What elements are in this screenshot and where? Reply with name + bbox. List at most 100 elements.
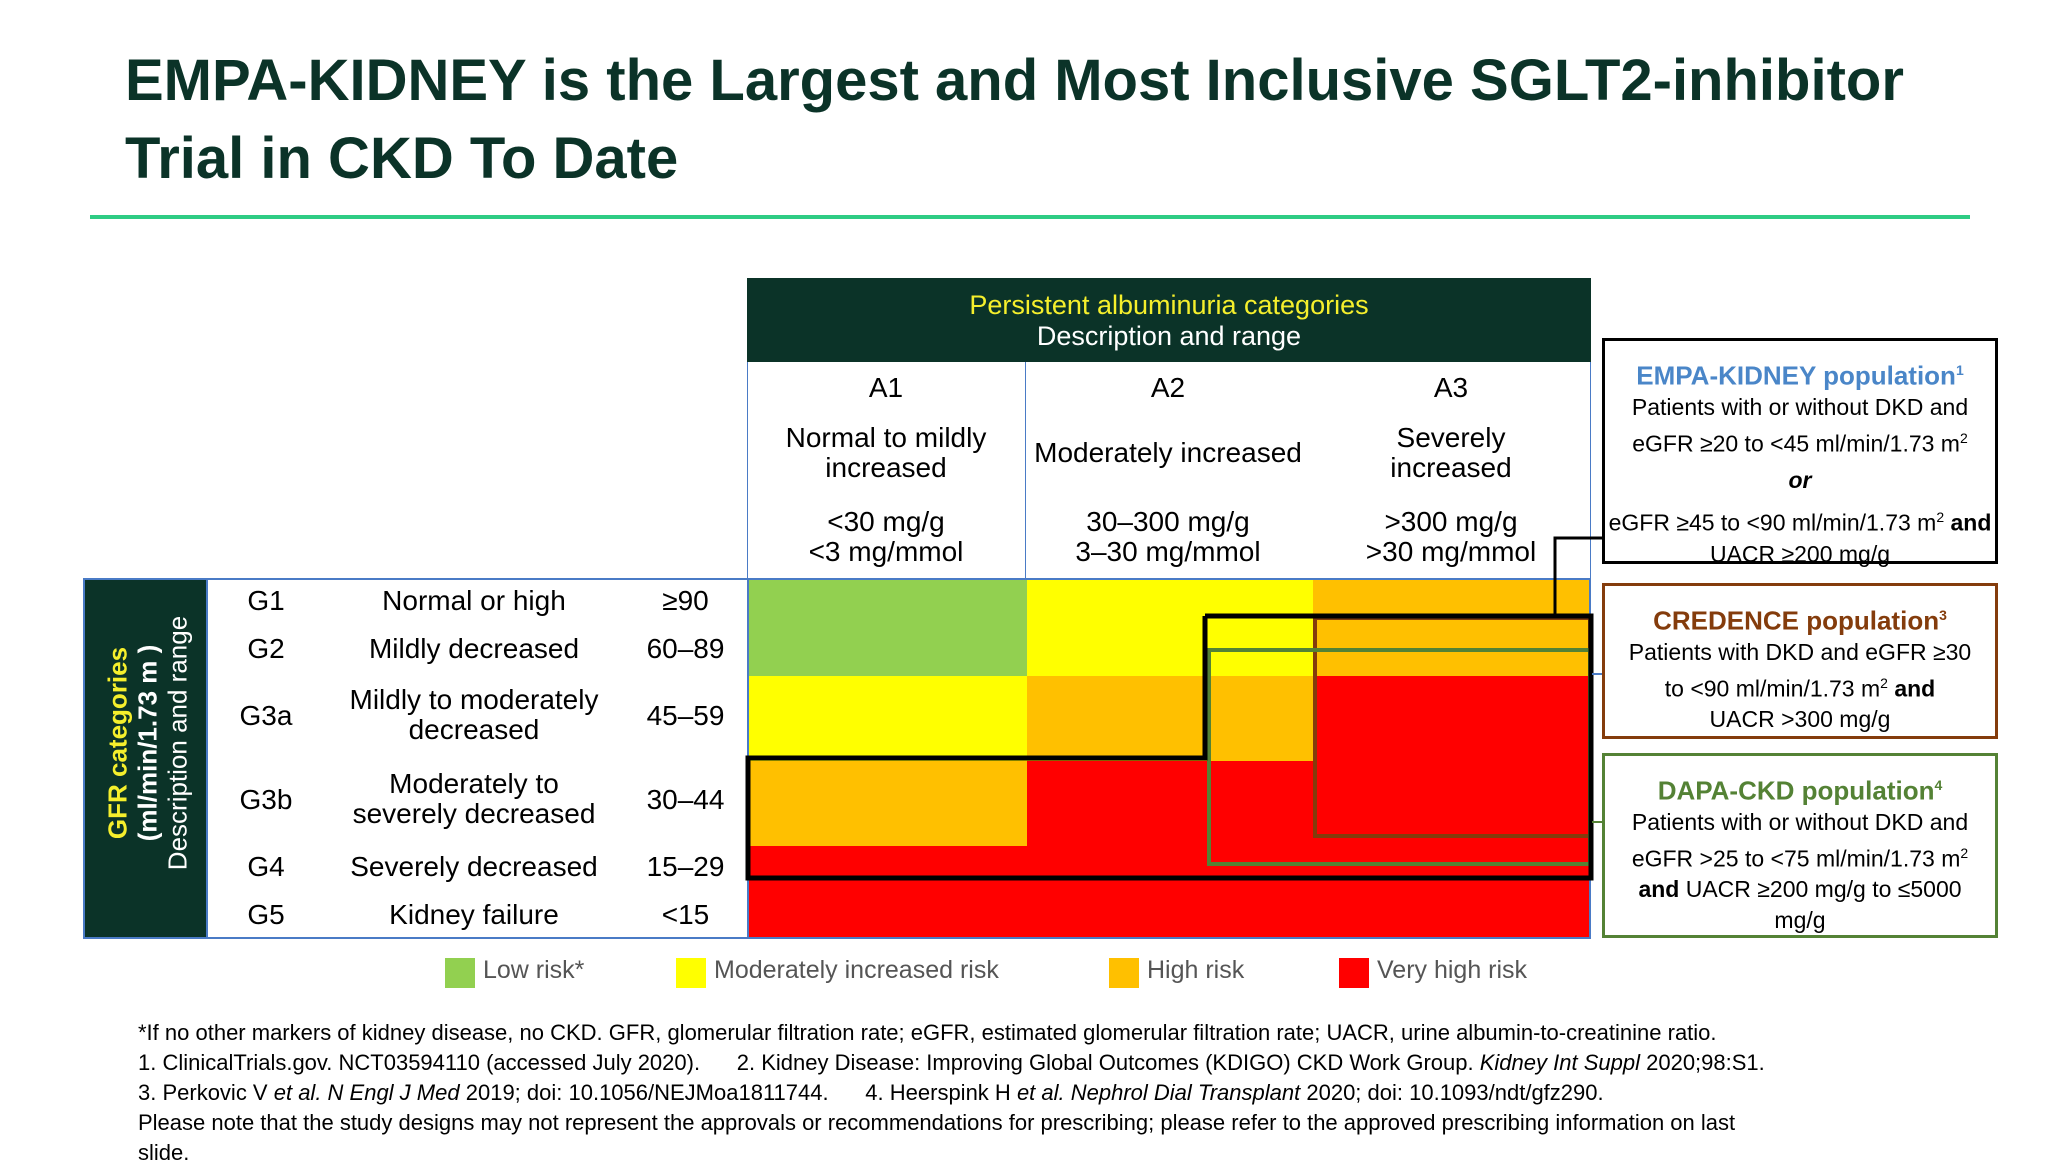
risk-cell-g1-a2: [1027, 580, 1313, 628]
risk-cell-g5-a1: [749, 894, 1027, 937]
column-a2-range-2: 3–30 mg/mmol: [1075, 536, 1261, 567]
empa-kidney-line-3: eGFR ≥45 to <90 ml/min/1.73 m2 and: [1608, 509, 1992, 536]
row-g3b-range: 30–44: [646, 784, 725, 815]
legend-swatch-low: [445, 958, 475, 988]
column-a3-desc-1: Severely: [1396, 422, 1506, 453]
albuminuria-header-title: Persistent albuminuria categories: [969, 290, 1369, 320]
gfr-sidebar-label: GFR categories (ml/min/1.73 m ) Descript…: [103, 556, 193, 931]
column-a1-range-1: <30 mg/g: [827, 506, 945, 537]
risk-cell-g3a-a2: [1027, 676, 1313, 761]
legend-swatch-very-high: [1339, 958, 1369, 988]
legend-swatch-moderate: [676, 958, 706, 988]
risk-cell-g4-a3: [1313, 846, 1589, 894]
row-g4-range: 15–29: [646, 851, 725, 882]
empa-kidney-population-outline: [745, 613, 1594, 881]
dapa-ckd-title: DAPA-CKD population4: [1657, 775, 1943, 806]
risk-cell-g3a-a1: [749, 676, 1027, 761]
albuminuria-header-subtitle: Description and range: [1036, 321, 1302, 351]
gfr-sidebar-title: GFR categories: [102, 646, 133, 840]
row-g1-code: G1: [247, 585, 285, 616]
credence-line-2: to <90 ml/min/1.73 m2 and: [1664, 674, 1936, 702]
row-g1-range: ≥90: [662, 585, 709, 616]
credence-line-3: UACR >300 mg/g: [1709, 706, 1891, 733]
row-g3b-desc-1: Moderately to: [389, 768, 559, 799]
risk-cell-g3a-a3: [1313, 676, 1589, 761]
row-g3b-code: G3b: [239, 784, 293, 815]
row-g3a-desc-2: decreased: [408, 714, 540, 745]
column-divider: [1025, 362, 1026, 578]
risk-cell-g3b-a3: [1313, 761, 1589, 846]
risk-cell-g1-a3: [1313, 580, 1589, 628]
legend-label-low: Low risk*: [483, 956, 585, 984]
credence-title: CREDENCE population3: [1653, 605, 1947, 636]
empa-kidney-line-2: eGFR ≥20 to <45 ml/min/1.73 m2: [1632, 429, 1968, 457]
dapa-ckd-population-box: DAPA-CKD population4 Patients with or wi…: [1602, 753, 1998, 938]
title-line-2: Trial in CKD To Date: [125, 126, 679, 191]
footnote-references-1-2: 1. ClinicalTrials.gov. NCT03594110 (acce…: [138, 1050, 1765, 1075]
footnote-disclaimer: Please note that the study designs may n…: [138, 1110, 1736, 1135]
row-g2-code: G2: [247, 633, 285, 664]
column-a2-desc: Moderately increased: [1034, 437, 1302, 468]
column-a1-range-2: <3 mg/mmol: [808, 536, 964, 567]
credence-line-1: Patients with DKD and eGFR ≥30: [1628, 638, 1972, 665]
row-g1-desc: Normal or high: [382, 585, 566, 616]
risk-cell-g3b-a2: [1027, 761, 1313, 846]
gfr-categories-sidebar: GFR categories (ml/min/1.73 m ) Descript…: [83, 578, 208, 939]
column-a3-code: A3: [1433, 372, 1469, 403]
risk-cell-g2-a1: [749, 628, 1027, 676]
row-g3a-code: G3a: [239, 700, 293, 731]
dapa-ckd-line-1: Patients with or without DKD and: [1631, 808, 1969, 835]
legend-label-high: High risk: [1147, 956, 1245, 984]
row-g4-desc: Severely decreased: [350, 851, 598, 882]
risk-cell-g3b-a1: [749, 761, 1027, 846]
dapa-ckd-line-4: mg/g: [1774, 907, 1826, 934]
empa-kidney-population-box: EMPA-KIDNEY population1 Patients with or…: [1602, 338, 1998, 567]
risk-cell-g4-a2: [1027, 846, 1313, 894]
empa-kidney-line-4: UACR ≥200 mg/g: [1709, 540, 1891, 567]
risk-cell-g1-a1: [749, 580, 1027, 628]
gfr-rows: [208, 578, 747, 939]
column-a3-range-1: >300 mg/g: [1384, 506, 1518, 537]
footnote-abbreviations: *If no other markers of kidney disease, …: [138, 1020, 1717, 1045]
footnote-disclaimer-continued: slide.: [138, 1140, 190, 1165]
page-title: EMPA-KIDNEY is the Largest and Most Incl…: [125, 42, 1925, 198]
column-a2-range-1: 30–300 mg/g: [1086, 506, 1250, 537]
title-line-1: EMPA-KIDNEY is the Largest and Most Incl…: [125, 48, 1904, 113]
column-a1-desc-2: increased: [825, 452, 947, 483]
row-g3b-desc-2: severely decreased: [352, 798, 596, 829]
risk-cell-g2-a3: [1313, 628, 1589, 676]
row-g5-desc: Kidney failure: [389, 899, 559, 930]
legend-label-very-high: Very high risk: [1377, 956, 1528, 984]
empa-kidney-line-1: Patients with or without DKD and: [1631, 393, 1969, 420]
risk-heatmap: [747, 578, 1591, 939]
row-g5-range: <15: [661, 899, 710, 930]
albuminuria-header: Persistent albuminuria categories Descri…: [747, 278, 1591, 362]
legend-label-moderate: Moderately increased risk: [714, 956, 999, 984]
row-g3a-desc-1: Mildly to moderately: [349, 684, 599, 715]
risk-cell-g2-a2: [1027, 628, 1313, 676]
row-g2-range: 60–89: [646, 633, 725, 664]
gfr-sidebar-subtitle: Description and range: [162, 615, 193, 871]
empa-kidney-or: or: [1788, 467, 1812, 494]
risk-cell-g5-a3: [1313, 894, 1589, 937]
row-g2-desc: Mildly decreased: [368, 633, 580, 664]
legend-swatch-high: [1109, 958, 1139, 988]
column-a1-code: A1: [868, 372, 904, 403]
row-g5-code: G5: [247, 899, 285, 930]
row-g3a-range: 45–59: [646, 700, 725, 731]
risk-cell-g5-a2: [1027, 894, 1313, 937]
column-a1-desc-1: Normal to mildly: [785, 422, 987, 453]
row-g4-code: G4: [247, 851, 285, 882]
column-a2-code: A2: [1150, 372, 1186, 403]
title-divider: [90, 215, 1970, 219]
column-a3-range-2: >30 mg/mmol: [1365, 536, 1537, 567]
gfr-sidebar-unit: (ml/min/1.73 m ): [132, 644, 163, 842]
dapa-ckd-line-2: eGFR >25 to <75 ml/min/1.73 m2: [1631, 844, 1969, 872]
albuminuria-columns: [747, 362, 1591, 579]
risk-cell-g4-a1: [749, 846, 1027, 894]
column-a3-desc-2: increased: [1390, 452, 1512, 483]
credence-population-box: CREDENCE population3 Patients with DKD a…: [1602, 583, 1998, 739]
footnote-references-3-4: 3. Perkovic V et al. N Engl J Med 2019; …: [138, 1080, 1604, 1105]
dapa-ckd-line-3: and UACR ≥200 mg/g to ≤5000: [1638, 876, 1962, 903]
empa-kidney-title: EMPA-KIDNEY population1: [1636, 360, 1964, 391]
